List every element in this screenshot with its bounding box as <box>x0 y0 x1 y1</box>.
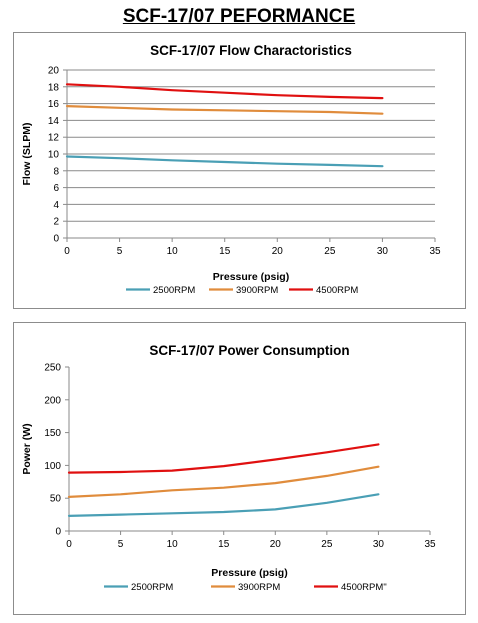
flow-y-tick-label: 2 <box>53 217 59 228</box>
power-y-tick-label: 150 <box>44 428 61 439</box>
flow-series-line-1 <box>65 155 384 168</box>
power-legend-label: 2500RPM <box>131 582 173 593</box>
flow-legend-label: 4500RPM <box>316 285 358 296</box>
power-chart-panel: SCF-17/07 Power Consumption 0 50 100 150 200 2… <box>13 322 466 615</box>
flow-y-tick-label: 18 <box>48 82 60 93</box>
power-chart-title: SCF-17/07 Power Consumption <box>149 343 349 358</box>
flow-y-tick-label: 20 <box>48 66 60 77</box>
flow-legend-label: 2500RPM <box>153 285 195 296</box>
flow-x-axis-label: Pressure (psig) <box>213 271 289 283</box>
flow-y-tick-label: 8 <box>53 166 59 177</box>
flow-chart: SCF-17/07 Flow Charactoristics 0 2 4 6 8 10 12 1… <box>21 43 441 296</box>
power-x-tick-label: 10 <box>167 539 179 550</box>
flow-x-tick-label: 30 <box>377 246 389 257</box>
power-chart: SCF-17/07 Power Consumption0501001502002… <box>21 343 436 593</box>
power-y-tick-label: 250 <box>44 363 61 374</box>
power-series-line-3 <box>67 443 380 474</box>
page-title: SCF-17/07 PEFORMANCE <box>122 6 356 27</box>
flow-x-tick-label: 5 <box>117 246 123 257</box>
power-y-tick-label: 200 <box>44 395 61 406</box>
power-y-tick-label: 100 <box>44 461 61 472</box>
flow-x-tick-label: 25 <box>324 246 336 257</box>
flow-chart-title: SCF-17/07 Flow Charactoristics <box>150 43 352 58</box>
flow-y-tick-label: 0 <box>53 234 59 245</box>
flow-x-tick-label: 35 <box>429 246 441 257</box>
power-x-tick-label: 25 <box>321 539 333 550</box>
power-x-tick-label: 5 <box>118 539 124 550</box>
power-x-tick-label: 30 <box>373 539 385 550</box>
power-legend-label: 3900RPM <box>238 582 280 593</box>
flow-y-tick-label: 10 <box>48 150 60 161</box>
flow-y-axis-label: Flow (SLPM) <box>21 123 33 186</box>
power-y-tick-label: 50 <box>50 494 62 505</box>
power-series-line-2 <box>67 465 380 498</box>
flow-x-tick-label: 15 <box>219 246 231 257</box>
power-x-tick-label: 20 <box>270 539 282 550</box>
flow-y-tick-label: 6 <box>53 183 59 194</box>
flow-y-tick-label: 4 <box>53 200 59 211</box>
power-x-tick-label: 35 <box>424 539 436 550</box>
power-y-axis-label: Power (W) <box>21 423 33 474</box>
power-series-line-1 <box>67 493 380 517</box>
power-x-tick-label: 15 <box>218 539 230 550</box>
power-legend-label: 4500RPM'' <box>341 582 387 593</box>
flow-x-tick-label: 0 <box>64 246 70 257</box>
power-x-tick-label: 0 <box>66 539 72 550</box>
flow-y-tick-label: 16 <box>48 99 60 110</box>
flow-series-line-2 <box>65 104 384 115</box>
flow-x-tick-label: 20 <box>272 246 284 257</box>
power-x-axis-label: Pressure (psig) <box>211 567 287 579</box>
power-y-tick-label: 0 <box>55 527 61 538</box>
flow-y-tick-label: 14 <box>48 116 60 127</box>
flow-x-tick-label: 10 <box>167 246 179 257</box>
flow-chart-panel: SCF-17/07 Flow Charactoristics 0 2 4 6 8 10 12 1… <box>13 32 466 309</box>
flow-y-tick-label: 12 <box>48 133 60 144</box>
flow-series-line-3 <box>65 83 384 100</box>
flow-legend-label: 3900RPM <box>236 285 278 296</box>
